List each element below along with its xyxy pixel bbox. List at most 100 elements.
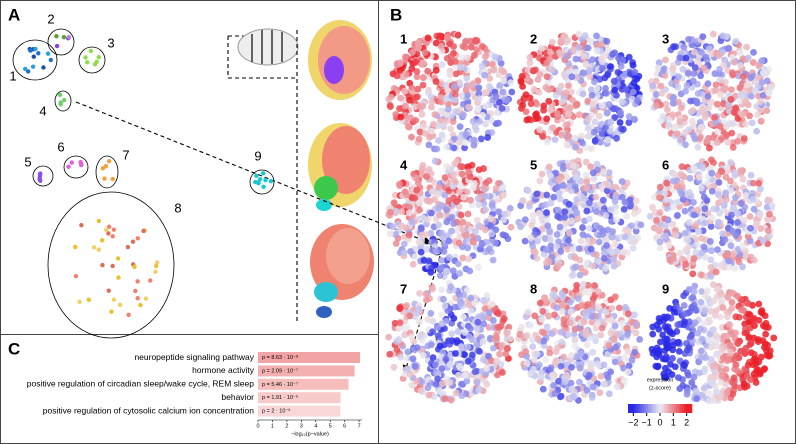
map-point: [731, 264, 739, 272]
map-point: [751, 87, 759, 95]
map-point: [690, 165, 698, 173]
map-point: [562, 52, 570, 60]
map-point: [737, 167, 744, 175]
map-point: [681, 207, 689, 215]
map-point: [565, 330, 572, 338]
map-point: [445, 237, 453, 245]
map-point: [687, 333, 695, 340]
map-point: [479, 111, 487, 119]
map-point: [766, 196, 774, 204]
map-point: [419, 81, 427, 89]
map-point: [704, 389, 712, 397]
map-point: [458, 92, 465, 100]
map-point: [547, 199, 555, 207]
x-tick-label: 1: [271, 423, 274, 429]
map-point: [442, 111, 450, 118]
cluster-label: 2: [47, 11, 54, 26]
map-point: [459, 313, 467, 320]
map-point: [450, 220, 458, 227]
map-point: [758, 57, 766, 64]
map-point: [701, 114, 709, 121]
map-point: [604, 350, 612, 358]
map-point: [602, 212, 610, 219]
map-point: [631, 68, 639, 76]
map-point: [581, 32, 589, 40]
map-point: [733, 292, 741, 300]
map-point: [530, 67, 537, 75]
cluster-dot: [73, 274, 79, 279]
map-point: [689, 270, 697, 278]
map-point: [691, 319, 699, 327]
map-point: [694, 206, 701, 214]
map-point: [438, 61, 446, 69]
map-point: [649, 82, 657, 90]
map-point: [556, 393, 564, 401]
map-point: [387, 103, 394, 111]
cluster-dot: [61, 97, 67, 103]
x-tick-label: 5: [329, 423, 332, 429]
map-point: [670, 231, 678, 238]
colorbar-cell: [650, 404, 653, 413]
map-point: [669, 177, 677, 185]
map-point: [685, 35, 692, 43]
cluster-dot: [130, 239, 136, 244]
map-point: [766, 232, 774, 240]
map-point: [742, 192, 750, 199]
map-point: [545, 312, 553, 320]
map-point: [665, 121, 672, 128]
map-point: [723, 196, 730, 204]
map-point: [652, 362, 660, 370]
colorbar-cell: [674, 404, 677, 413]
cluster-dot: [133, 288, 138, 294]
map-point: [609, 228, 617, 235]
map-point: [696, 173, 703, 181]
map-point: [428, 98, 436, 106]
map-point: [693, 97, 701, 105]
map-point: [457, 343, 465, 351]
map-point: [424, 384, 432, 392]
map-point: [728, 129, 736, 137]
map-point: [491, 53, 499, 61]
map-point: [749, 195, 757, 203]
map-point: [529, 343, 537, 351]
map-point: [662, 232, 670, 240]
map-point: [687, 97, 694, 105]
map-point: [416, 333, 424, 341]
map-point: [459, 254, 467, 262]
map-point: [691, 223, 699, 231]
map-point: [655, 350, 663, 358]
map-point: [682, 54, 690, 62]
map-point: [614, 68, 622, 76]
map-point: [730, 204, 738, 212]
map-point: [602, 308, 610, 316]
map-point: [593, 160, 601, 168]
map-point: [571, 254, 579, 262]
map-point: [571, 134, 579, 142]
map-point: [700, 64, 708, 72]
map-point: [594, 360, 601, 368]
map-point: [583, 178, 591, 186]
map-point: [391, 191, 399, 199]
map-point: [586, 224, 593, 232]
map-point: [483, 380, 491, 388]
map-point: [542, 356, 550, 363]
map-point: [707, 223, 715, 230]
map-point: [508, 88, 516, 96]
map-point: [611, 322, 619, 330]
map-point: [432, 380, 440, 388]
map-point: [652, 216, 660, 224]
map-point: [575, 30, 583, 38]
map-point: [403, 302, 411, 309]
map-point: [760, 69, 767, 77]
map-point: [413, 309, 421, 317]
map-point: [597, 331, 605, 339]
map-point: [397, 113, 405, 121]
cluster-dot: [106, 288, 111, 293]
map-point: [502, 232, 510, 240]
map-point: [476, 347, 483, 355]
map-point: [409, 260, 417, 268]
map-point: [732, 361, 740, 369]
map-point: [540, 106, 548, 114]
map-point: [738, 242, 746, 250]
map-point: [435, 204, 443, 212]
